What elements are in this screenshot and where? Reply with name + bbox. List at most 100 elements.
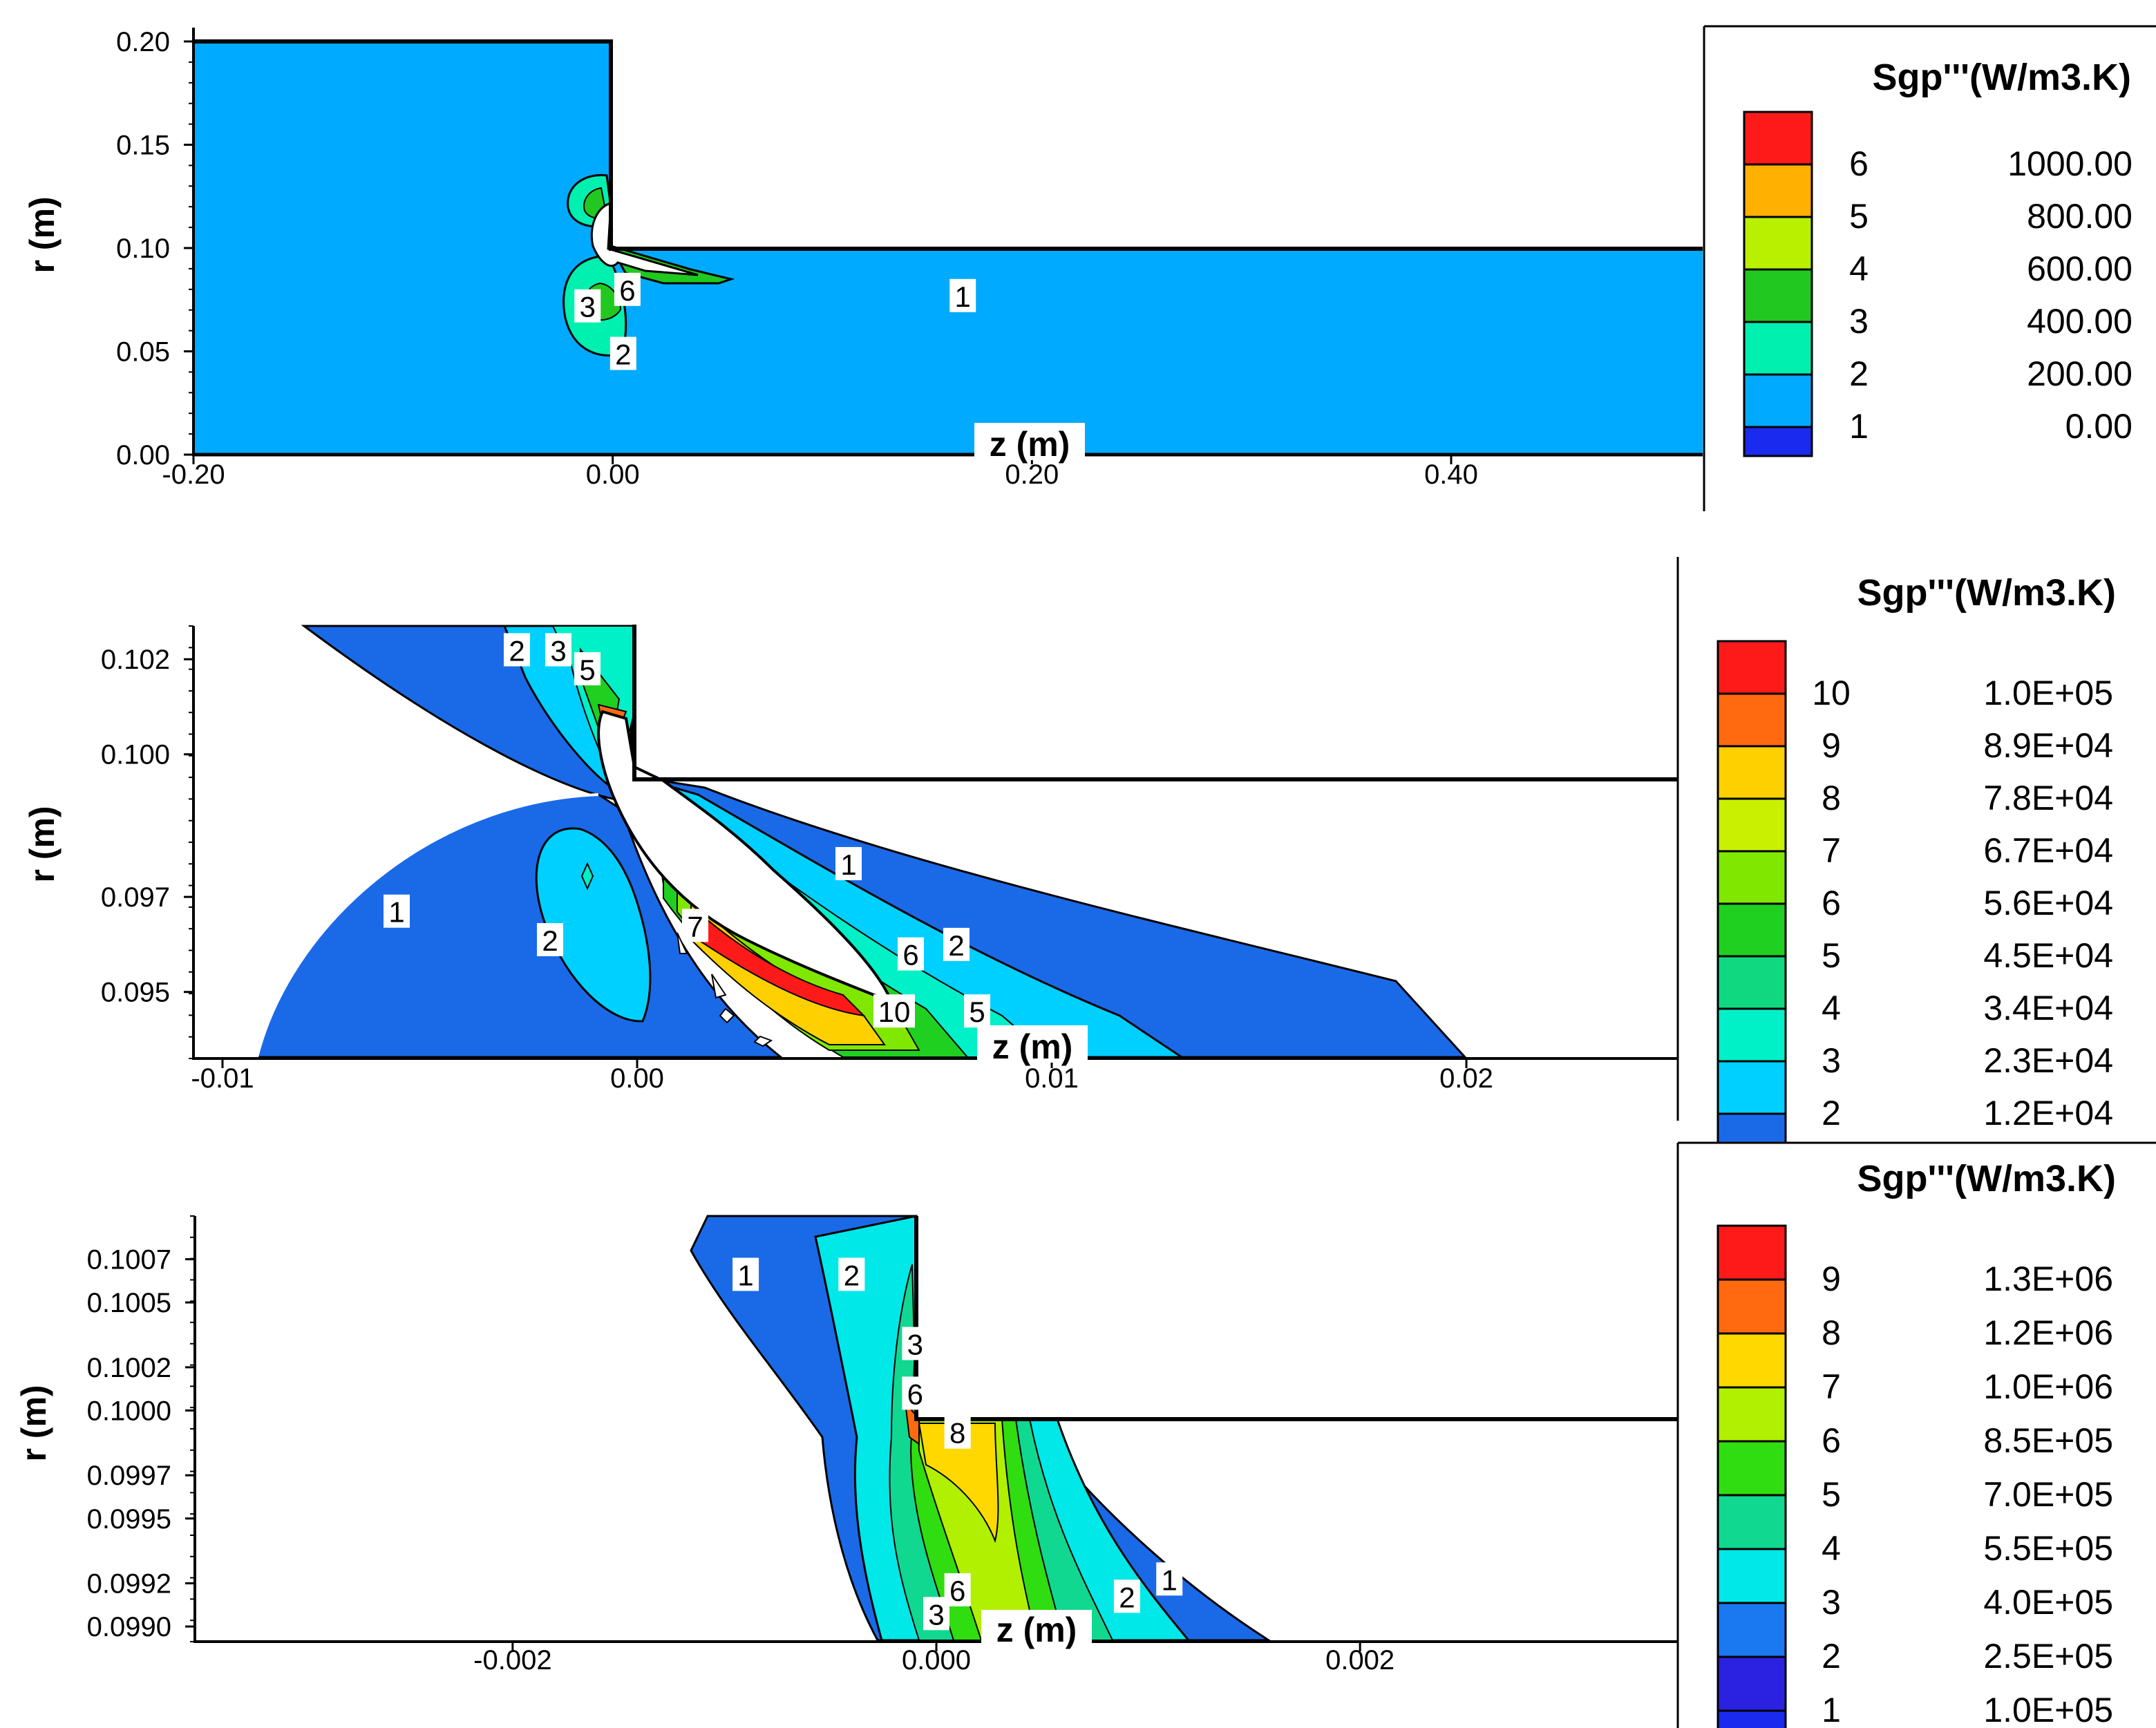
panel-2-legend-swatch <box>1717 692 1787 748</box>
panel-3-legend-swatch <box>1717 1548 1787 1604</box>
panel-3-y-tick-label: 0.1002 <box>87 1353 171 1383</box>
panel-1-y-tick-label: 0.20 <box>116 27 170 57</box>
panel-3-legend-swatch <box>1717 1386 1787 1443</box>
panel-2-contour-label: 1 <box>840 848 856 881</box>
panel-2-legend-level: 10 <box>1812 674 1851 712</box>
panel-2-island-c <box>677 932 688 954</box>
panel-1-legend-swatch <box>1743 216 1813 271</box>
panel-2-y-axis-label: r (m) <box>23 806 62 882</box>
panel-2-legend-swatch <box>1717 902 1787 958</box>
panel-3-legend-level: 9 <box>1822 1260 1841 1298</box>
panel-2-void-region <box>597 710 894 1005</box>
panel-1-legend-value: 0.00 <box>2065 407 2133 446</box>
panel-2-contour-label-box <box>835 846 862 880</box>
panel-3-y-tick-label: 0.1005 <box>87 1288 171 1318</box>
panel-1-contour-label: 6 <box>619 274 635 307</box>
panel-2-legend-swatch <box>1717 640 1787 695</box>
panel-2-contour-label-box <box>504 633 530 667</box>
panel-3-contour-label-box <box>732 1257 759 1291</box>
panel-3-legend-swatch <box>1717 1602 1787 1658</box>
panel-2-contour-label: 2 <box>509 634 524 667</box>
panel-3-x-axis-label-box <box>981 1610 1092 1647</box>
panel-2-y-tick-label: 0.095 <box>101 978 170 1008</box>
panel-3-legend-level: 1 <box>1822 1691 1841 1728</box>
panel-1-contour-label: 3 <box>580 291 596 323</box>
panel-2-contour-label-box <box>682 909 708 942</box>
panel-3-x-tick-label: -0.002 <box>473 1645 551 1675</box>
panel-1-contour-plot: -0.20 0.00 0.20 0.40 0.000.050.100.150.20 1… <box>23 27 1703 490</box>
panel-3-legend-level: 8 <box>1822 1313 1841 1352</box>
panel-1-legend-swatch <box>1743 373 1813 428</box>
panel-2-y-tick-label: 0.097 <box>101 882 170 913</box>
panel-3-x-axis-label: z (m) <box>996 1611 1077 1649</box>
panel-2-legend-level: 8 <box>1822 779 1841 817</box>
panel-1-x-axis-label: z (m) <box>990 425 1070 464</box>
panel-3-legend: Sgp'''(W/m3.K) 9 1.3E+06 8 1.2E+06 7 1.0E+06 6… <box>1676 1141 2156 1728</box>
panel-1-legend-level: 5 <box>1849 197 1869 236</box>
panel-1-x-tick-label: 0.00 <box>586 459 640 490</box>
panel-1-y-tick-label: 0.10 <box>116 234 170 264</box>
panel-3-contour-label-box <box>1156 1562 1183 1596</box>
panel-2-contour-label-box <box>574 652 601 685</box>
panel-1-legend-swatch <box>1743 163 1813 218</box>
panel-2-legend-value: 2.3E+04 <box>1983 1041 2113 1080</box>
panel-3-contour-label-box <box>838 1257 865 1291</box>
panel-2-legend-swatch <box>1717 797 1787 853</box>
panel-2-island-d <box>711 974 727 999</box>
panel-3-legend-value: 2.5E+05 <box>1983 1637 2113 1675</box>
panel-3-contour-label-box <box>1113 1579 1140 1613</box>
panel-3-contour-label: 6 <box>907 1378 923 1410</box>
panel-2-lower-lobe-2 <box>535 827 652 1023</box>
panel-2-contour-label-box <box>537 923 563 957</box>
panel-1-y-tick-label: 0.00 <box>116 440 170 471</box>
panel-2-x-tick-label: 0.02 <box>1439 1063 1493 1094</box>
panel-2-y-tick-label: 0.102 <box>101 645 170 675</box>
panel-1-legend-value: 200.00 <box>2027 354 2133 393</box>
panel-3-contour-label-box <box>902 1376 929 1410</box>
panel-2-contour-label: 1 <box>388 896 404 929</box>
panel-3-y-tick-label: 0.0995 <box>87 1504 171 1535</box>
panel-3-y-axis-label: r (m) <box>15 1385 53 1461</box>
panel-1-void-region <box>590 201 699 276</box>
panel-3-contour-label: 1 <box>737 1259 753 1291</box>
panel-3-y-tick-label: 0.0990 <box>87 1612 171 1642</box>
panel-2-legend-level: 3 <box>1822 1041 1841 1080</box>
panel-2-x-axis-label-box <box>977 1025 1088 1063</box>
panel-1-domain-fill <box>195 41 1703 453</box>
panel-1-contour-label-box <box>614 272 641 306</box>
panel-3-legend-title: Sgp'''(W/m3.K) <box>1857 1158 2117 1199</box>
panel-2-diamond-marker <box>580 862 594 891</box>
panel-3-legend-swatch <box>1717 1440 1787 1497</box>
panel-1-x-tick-label: 0.20 <box>1005 459 1059 490</box>
panel-2-legend-swatch <box>1717 1060 1787 1115</box>
panel-3-contour-label-box <box>923 1597 949 1631</box>
panel-1-legend-value: 800.00 <box>2027 197 2133 236</box>
panel-1-y-axis-label: r (m) <box>23 196 62 273</box>
panel-2-contour-plot: -0.01 0.00 0.01 0.02 0.095 0.097 0.100 0.102 2… <box>23 625 1678 1094</box>
panel-2-legend-bottom-swatch <box>1717 1112 1787 1144</box>
panel-1-legend-swatch <box>1743 321 1813 376</box>
panel-3-legend-swatch <box>1717 1332 1787 1389</box>
panel-2-x-tick-label: 0.01 <box>1025 1063 1079 1094</box>
panel-2-legend-level: 6 <box>1822 884 1841 922</box>
panel-1-legend-title: Sgp'''(W/m3.K) <box>1873 57 2132 98</box>
panel-2-legend: Sgp'''(W/m3.K) 10 1.0E+05 9 8.9E+04 8 7.8E+04… <box>1676 557 2116 1144</box>
panel-1-legend-value: 400.00 <box>2027 302 2133 341</box>
panel-2-legend-level: 4 <box>1822 989 1841 1027</box>
panel-3-legend-swatch <box>1717 1224 1787 1281</box>
panel-3-legend-value: 4.0E+05 <box>1983 1583 2113 1622</box>
panel-3-contour-label: 3 <box>928 1598 944 1631</box>
panel-1-y-tick-label: 0.15 <box>116 131 170 161</box>
panel-3-legend-swatch <box>1717 1278 1787 1335</box>
panel-2-legend-value: 4.5E+04 <box>1983 936 2113 975</box>
panel-2-legend-value: 5.6E+04 <box>1983 884 2113 922</box>
panel-2-contour-label: 5 <box>969 996 985 1028</box>
panel-2-legend-value: 1.2E+04 <box>1983 1094 2113 1132</box>
panel-2-contour-label-box <box>873 994 915 1028</box>
panel-2-island-b <box>753 1035 773 1047</box>
panel-2-step-wall <box>632 625 1678 781</box>
panel-1-y-tick-label: 0.05 <box>116 337 170 368</box>
panel-3-contour-label: 3 <box>907 1328 923 1360</box>
panel-1-legend-level: 3 <box>1849 302 1869 341</box>
panel-1-step-wall <box>195 39 1703 251</box>
